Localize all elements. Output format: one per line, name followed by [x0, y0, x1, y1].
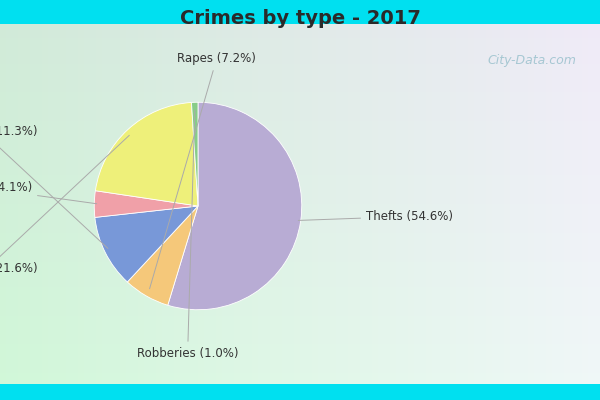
- Text: Crimes by type - 2017: Crimes by type - 2017: [179, 8, 421, 28]
- Wedge shape: [127, 206, 198, 305]
- Wedge shape: [168, 102, 302, 310]
- Text: Auto thefts (4.1%): Auto thefts (4.1%): [0, 181, 97, 204]
- Wedge shape: [95, 206, 198, 282]
- Text: Robberies (1.0%): Robberies (1.0%): [137, 110, 238, 360]
- Wedge shape: [191, 102, 198, 206]
- Text: Rapes (7.2%): Rapes (7.2%): [149, 52, 256, 289]
- Text: Assaults (21.6%): Assaults (21.6%): [0, 135, 130, 275]
- Text: Burglaries (11.3%): Burglaries (11.3%): [0, 125, 108, 248]
- Wedge shape: [94, 191, 198, 218]
- Wedge shape: [95, 102, 198, 206]
- Text: Thefts (54.6%): Thefts (54.6%): [298, 210, 453, 223]
- Text: City-Data.com: City-Data.com: [487, 54, 576, 67]
